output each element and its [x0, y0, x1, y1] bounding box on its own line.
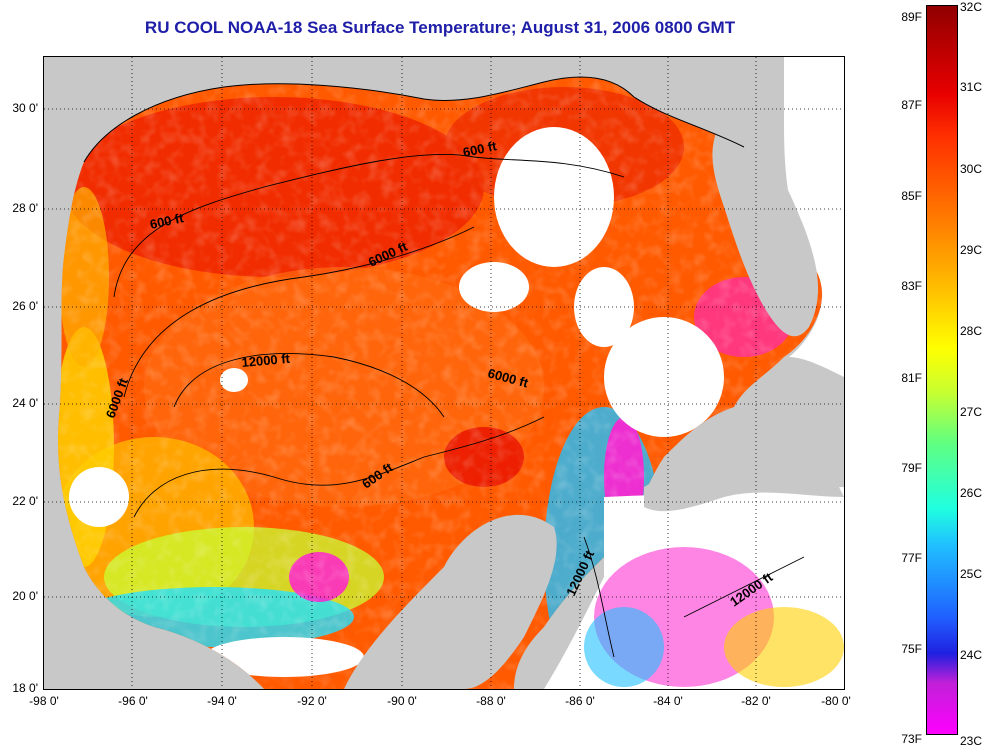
latitude-label: 22 0' — [12, 494, 38, 508]
colorbar-celsius-label: 28C — [960, 324, 983, 338]
colorbar-fahrenheit-label: 75F — [901, 642, 922, 656]
contour-label: 600 ft — [462, 138, 499, 160]
contour-label: 12000 ft — [241, 351, 291, 370]
longitude-label: -92 0' — [297, 694, 327, 708]
caribbean-sst — [544, 487, 844, 689]
longitude-label: -90 0' — [387, 694, 417, 708]
latitude-label: 30 0' — [12, 101, 38, 115]
depth-contours — [113, 153, 805, 658]
coastline — [83, 76, 745, 163]
latitude-label: 26 0' — [12, 299, 38, 313]
colorbar-celsius-label: 30C — [960, 162, 983, 176]
colorbar-celsius-label: 29C — [960, 243, 983, 257]
longitude-label: -98 0' — [29, 694, 59, 708]
map-title: RU COOL NOAA-18 Sea Surface Temperature;… — [144, 18, 736, 37]
colorbar-fahrenheit-label: 77F — [901, 551, 922, 565]
colorbar-fahrenheit-label: 83F — [901, 279, 922, 293]
sst-map: 600 ft 600 ft 6000 ft 12000 ft 6000 ft 6… — [43, 56, 845, 690]
colorbar-fahrenheit-label: 87F — [901, 98, 922, 112]
longitude-label: -96 0' — [118, 694, 148, 708]
longitude-label: -82 0' — [741, 694, 771, 708]
colorbar-celsius-label: 26C — [960, 486, 983, 500]
colorbar-fahrenheit-label: 85F — [901, 189, 922, 203]
florida-peninsula — [712, 117, 819, 337]
colorbar-celsius-label: 25C — [960, 567, 983, 581]
temperature-colorbar — [926, 5, 958, 735]
colorbar-celsius-label: 23C — [960, 734, 983, 748]
latitude-label: 20 0' — [12, 589, 38, 603]
colorbar-celsius-label: 32C — [960, 0, 983, 14]
colorbar-fahrenheit-label: 89F — [901, 10, 922, 24]
colorbar-fahrenheit-label: 81F — [901, 371, 922, 385]
colorbar-celsius-label: 27C — [960, 405, 983, 419]
latitude-label: 18 0' — [12, 681, 38, 695]
latitude-label: 28 0' — [12, 201, 38, 215]
latitude-label: 24 0' — [12, 396, 38, 410]
longitude-label: -84 0' — [653, 694, 683, 708]
contour-label: 600 ft — [149, 210, 186, 232]
colorbar-fahrenheit-label: 79F — [901, 461, 922, 475]
colorbar-celsius-label: 24C — [960, 648, 983, 662]
longitude-label: -88 0' — [476, 694, 506, 708]
longitude-label: -86 0' — [565, 694, 595, 708]
lat-lon-grid — [44, 57, 844, 689]
longitude-label: -94 0' — [207, 694, 237, 708]
colorbar-fahrenheit-label: 73F — [901, 732, 922, 746]
yucatan-peninsula — [344, 514, 557, 689]
atlantic-no-data — [784, 57, 844, 377]
colorbar-celsius-label: 31C — [960, 80, 983, 94]
sst-map-canvas: 600 ft 600 ft 6000 ft 12000 ft 6000 ft 6… — [44, 57, 844, 689]
cuba — [644, 463, 844, 512]
longitude-label: -80 0' — [821, 694, 851, 708]
